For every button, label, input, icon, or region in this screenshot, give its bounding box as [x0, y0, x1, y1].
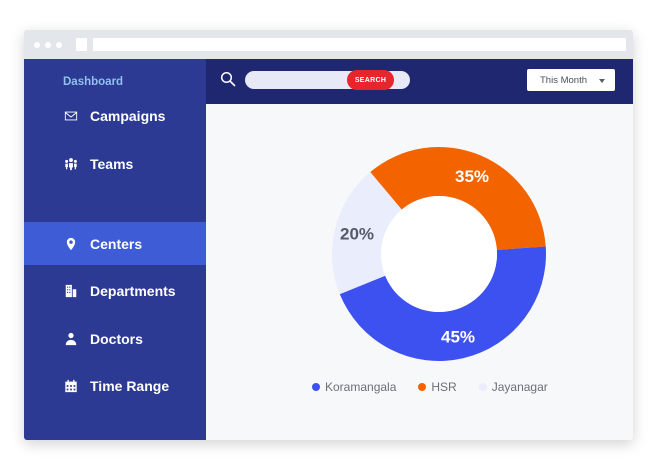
browser-titlebar: [24, 30, 633, 59]
sidebar-item-label: Campaigns: [90, 107, 166, 124]
browser-window: Dashboard Campaigns Teams Centers Depart…: [24, 30, 633, 440]
sidebar: Dashboard Campaigns Teams Centers Depart…: [24, 59, 206, 440]
calendar-icon: [63, 378, 78, 393]
top-bar: SEARCH This Month: [206, 59, 633, 104]
envelope-icon: [63, 108, 78, 123]
period-select[interactable]: This Month: [527, 69, 615, 91]
sidebar-item-label: Centers: [90, 235, 143, 252]
legend-label: Jayanagar: [491, 380, 548, 394]
sidebar-item-label: Departments: [90, 282, 176, 299]
sidebar-item-time-range[interactable]: Time Range: [24, 364, 206, 407]
sidebar-item-departments[interactable]: Departments: [24, 269, 206, 312]
doctor-icon: [63, 331, 78, 346]
address-bar[interactable]: [93, 38, 626, 51]
window-dot-2: [45, 42, 51, 48]
sidebar-item-doctors[interactable]: Doctors: [24, 317, 206, 360]
caret-down-icon: [599, 79, 605, 83]
sidebar-item-teams[interactable]: Teams: [24, 142, 206, 185]
donut-chart: 35% 45% 20%: [332, 147, 546, 361]
legend-item[interactable]: HSR: [418, 380, 457, 394]
slice-label: 35%: [455, 167, 489, 186]
sidebar-item-label: Time Range: [90, 377, 170, 394]
chart-legend: Koramangala HSR Jayanagar: [312, 380, 570, 394]
legend-item[interactable]: Jayanagar: [478, 380, 548, 394]
sidebar-item-campaigns[interactable]: Campaigns: [24, 94, 206, 137]
legend-label: Koramangala: [325, 380, 397, 394]
team-icon: [63, 156, 78, 171]
slice-label: 20%: [340, 225, 374, 244]
search-button[interactable]: SEARCH: [347, 70, 394, 90]
location-pin-icon: [63, 236, 78, 251]
legend-swatch: [478, 383, 487, 391]
sidebar-title[interactable]: Dashboard: [63, 76, 124, 88]
legend-label: HSR: [431, 380, 457, 394]
slice-hsr[interactable]: [370, 147, 546, 250]
browser-tab[interactable]: [76, 38, 87, 51]
slice-jayanagar[interactable]: [332, 172, 402, 295]
sidebar-item-label: Teams: [90, 155, 134, 172]
legend-item[interactable]: Koramangala: [312, 380, 396, 394]
slice-label: 45%: [441, 327, 475, 346]
window-dot-1: [34, 42, 40, 48]
period-select-value: This Month: [540, 74, 587, 86]
building-icon: [63, 283, 78, 298]
sidebar-item-centers[interactable]: Centers: [24, 222, 206, 265]
slice-koramangala[interactable]: [339, 246, 546, 361]
sidebar-item-label: Doctors: [90, 330, 143, 347]
main-content: 35% 45% 20% Koramangala HSR Jayanagar: [206, 104, 633, 440]
window-dot-3: [56, 42, 62, 48]
search-icon[interactable]: [220, 71, 236, 87]
legend-swatch: [312, 383, 320, 391]
legend-swatch: [418, 383, 427, 391]
donut-hole: [381, 196, 497, 312]
